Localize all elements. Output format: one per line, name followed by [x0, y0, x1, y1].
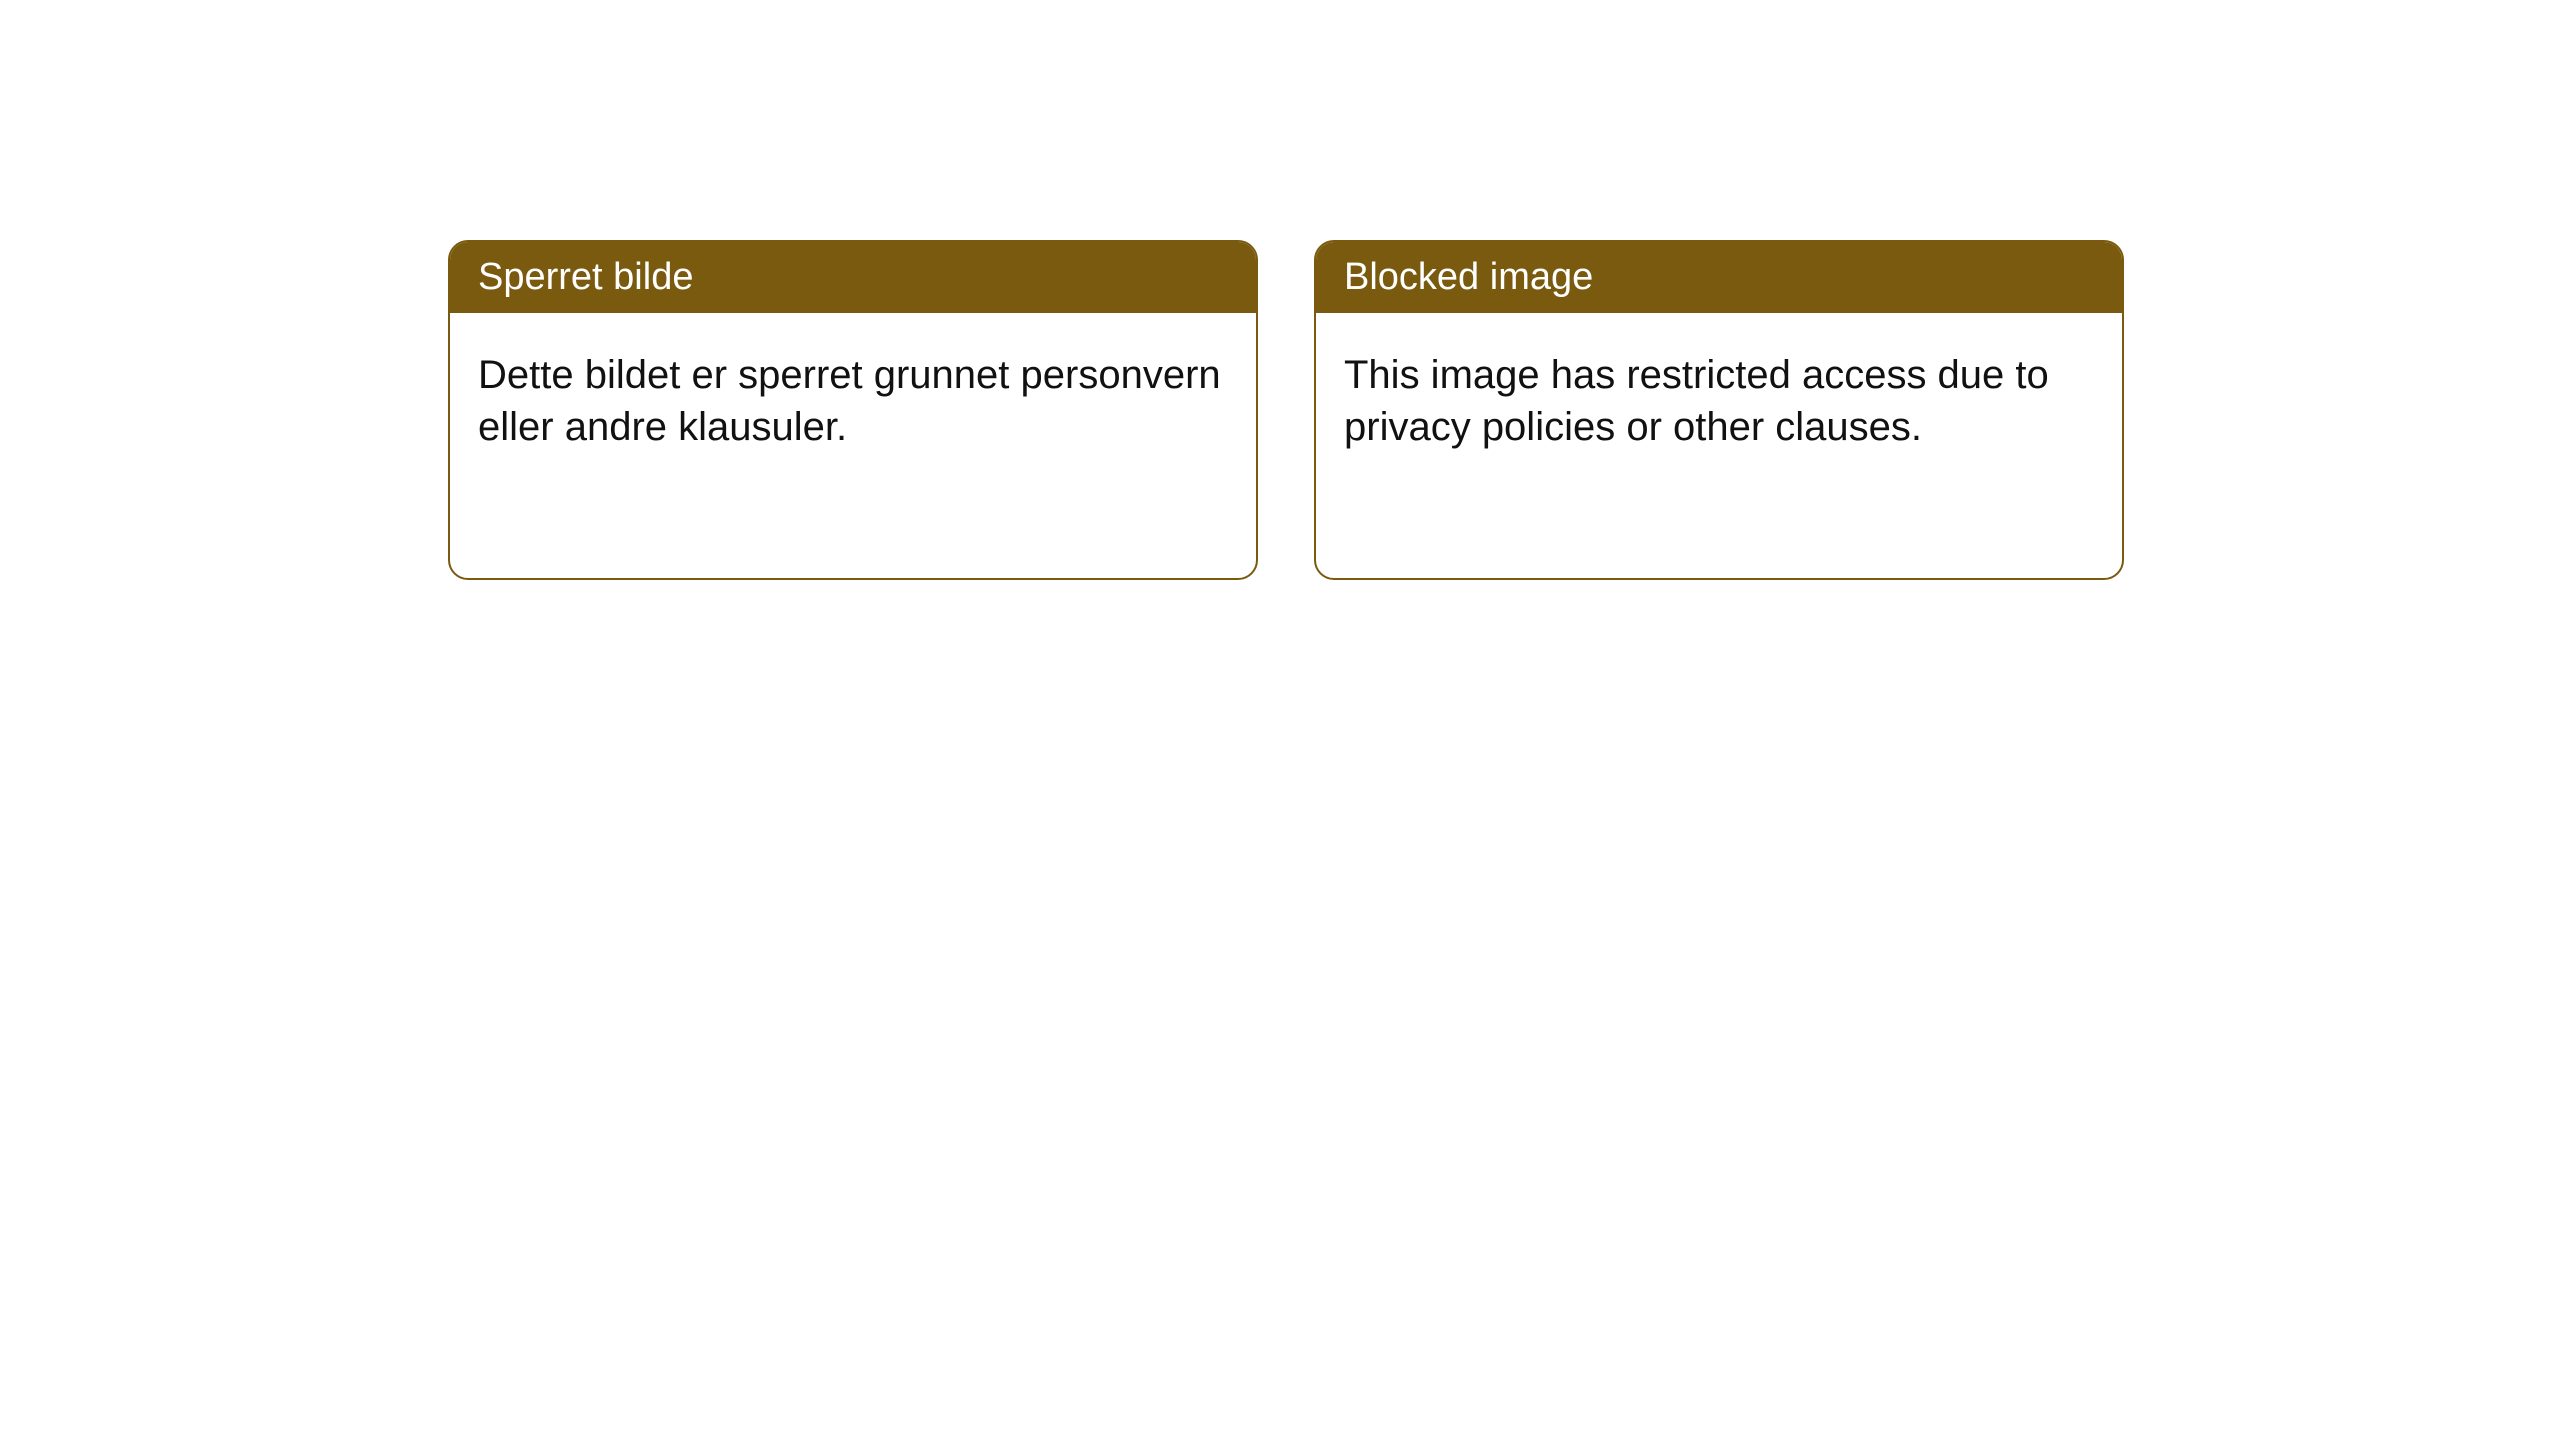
card-text-en: This image has restricted access due to … [1344, 353, 2049, 449]
blocked-image-cards: Sperret bilde Dette bildet er sperret gr… [448, 240, 2124, 580]
blocked-image-card-en: Blocked image This image has restricted … [1314, 240, 2124, 580]
card-body-no: Dette bildet er sperret grunnet personve… [450, 313, 1256, 489]
card-text-no: Dette bildet er sperret grunnet personve… [478, 353, 1221, 449]
card-header-en: Blocked image [1316, 242, 2122, 313]
card-body-en: This image has restricted access due to … [1316, 313, 2122, 489]
card-title-en: Blocked image [1344, 256, 1593, 298]
card-title-no: Sperret bilde [478, 256, 693, 298]
card-header-no: Sperret bilde [450, 242, 1256, 313]
blocked-image-card-no: Sperret bilde Dette bildet er sperret gr… [448, 240, 1258, 580]
